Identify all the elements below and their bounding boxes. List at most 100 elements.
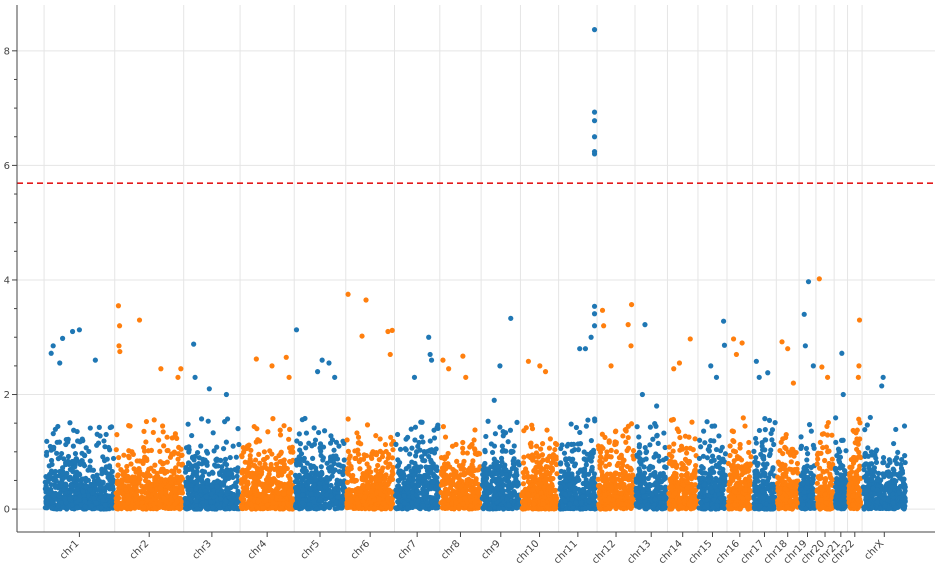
data-point: [48, 457, 55, 464]
data-point: [178, 474, 184, 481]
data-point: [208, 499, 214, 505]
data-point: [515, 482, 521, 488]
data-point: [293, 327, 300, 333]
data-point: [141, 504, 147, 511]
data-point: [335, 494, 341, 500]
data-point: [172, 487, 178, 493]
data-point: [313, 506, 320, 512]
data-point: [50, 343, 56, 349]
data-point: [564, 461, 570, 467]
data-point: [218, 489, 225, 495]
data-point: [482, 447, 488, 453]
data-point: [175, 456, 181, 462]
data-point: [251, 463, 257, 469]
data-point: [114, 432, 120, 438]
data-point: [416, 468, 422, 474]
data-point: [67, 420, 73, 426]
data-point: [403, 447, 409, 453]
data-point: [525, 358, 532, 364]
data-point: [501, 465, 508, 471]
data-point: [345, 416, 351, 422]
data-point: [322, 502, 328, 508]
data-point: [114, 481, 120, 487]
data-point: [124, 478, 130, 484]
data-point: [414, 488, 420, 494]
data-point: [464, 450, 470, 456]
data-point: [444, 475, 450, 481]
data-point: [143, 439, 149, 445]
data-point: [131, 475, 137, 481]
data-point: [558, 484, 564, 490]
data-point: [602, 434, 608, 440]
data-point: [356, 440, 362, 446]
data-point: [377, 436, 383, 442]
data-point: [585, 417, 591, 423]
data-point: [487, 506, 493, 512]
data-point: [544, 427, 550, 433]
data-point: [243, 467, 249, 474]
data-point: [109, 483, 116, 490]
data-point: [94, 472, 100, 478]
data-point: [572, 491, 579, 497]
data-point: [387, 351, 393, 358]
data-point: [583, 423, 589, 429]
data-point: [53, 484, 59, 490]
data-point: [45, 490, 52, 496]
data-point: [463, 374, 469, 380]
data-point: [377, 477, 383, 483]
data-point: [598, 454, 604, 461]
data-point: [613, 428, 619, 434]
data-point: [48, 482, 54, 488]
data-point: [574, 474, 581, 480]
data-point: [185, 490, 192, 497]
data-point: [116, 454, 122, 461]
data-point: [371, 505, 377, 511]
data-point: [364, 422, 371, 428]
data-point: [497, 491, 503, 497]
data-point: [115, 462, 121, 468]
data-point: [297, 462, 304, 468]
data-point: [404, 486, 410, 492]
data-point: [303, 445, 309, 451]
data-point: [281, 468, 287, 474]
data-point: [461, 466, 467, 472]
data-point: [152, 462, 158, 468]
data-point: [546, 445, 553, 451]
data-point: [51, 477, 57, 483]
data-point: [480, 471, 486, 478]
data-point: [606, 453, 612, 460]
data-point: [92, 482, 99, 488]
data-point: [116, 323, 123, 329]
data-point: [553, 497, 559, 503]
data-point: [262, 489, 268, 495]
data-point: [130, 451, 136, 457]
data-point: [568, 421, 574, 427]
data-point: [124, 492, 130, 499]
data-point: [396, 478, 402, 484]
data-point: [317, 481, 323, 487]
data-point: [205, 418, 211, 424]
data-point: [281, 423, 287, 429]
data-point: [275, 469, 281, 475]
data-point: [42, 505, 48, 511]
data-point: [460, 501, 466, 507]
data-point: [287, 458, 293, 465]
data-point: [317, 485, 323, 492]
data-point: [226, 470, 232, 477]
data-point: [582, 505, 588, 511]
data-point: [472, 427, 478, 433]
data-point: [525, 453, 531, 459]
data-point: [253, 482, 260, 488]
data-point: [495, 477, 501, 484]
data-point: [544, 457, 551, 464]
data-point: [394, 431, 401, 438]
data-point: [337, 480, 343, 487]
data-point: [115, 506, 121, 512]
data-point: [244, 485, 250, 491]
data-point: [569, 448, 575, 454]
data-point: [371, 497, 378, 503]
data-point: [67, 496, 73, 502]
data-point: [309, 443, 315, 449]
data-point: [85, 467, 91, 473]
